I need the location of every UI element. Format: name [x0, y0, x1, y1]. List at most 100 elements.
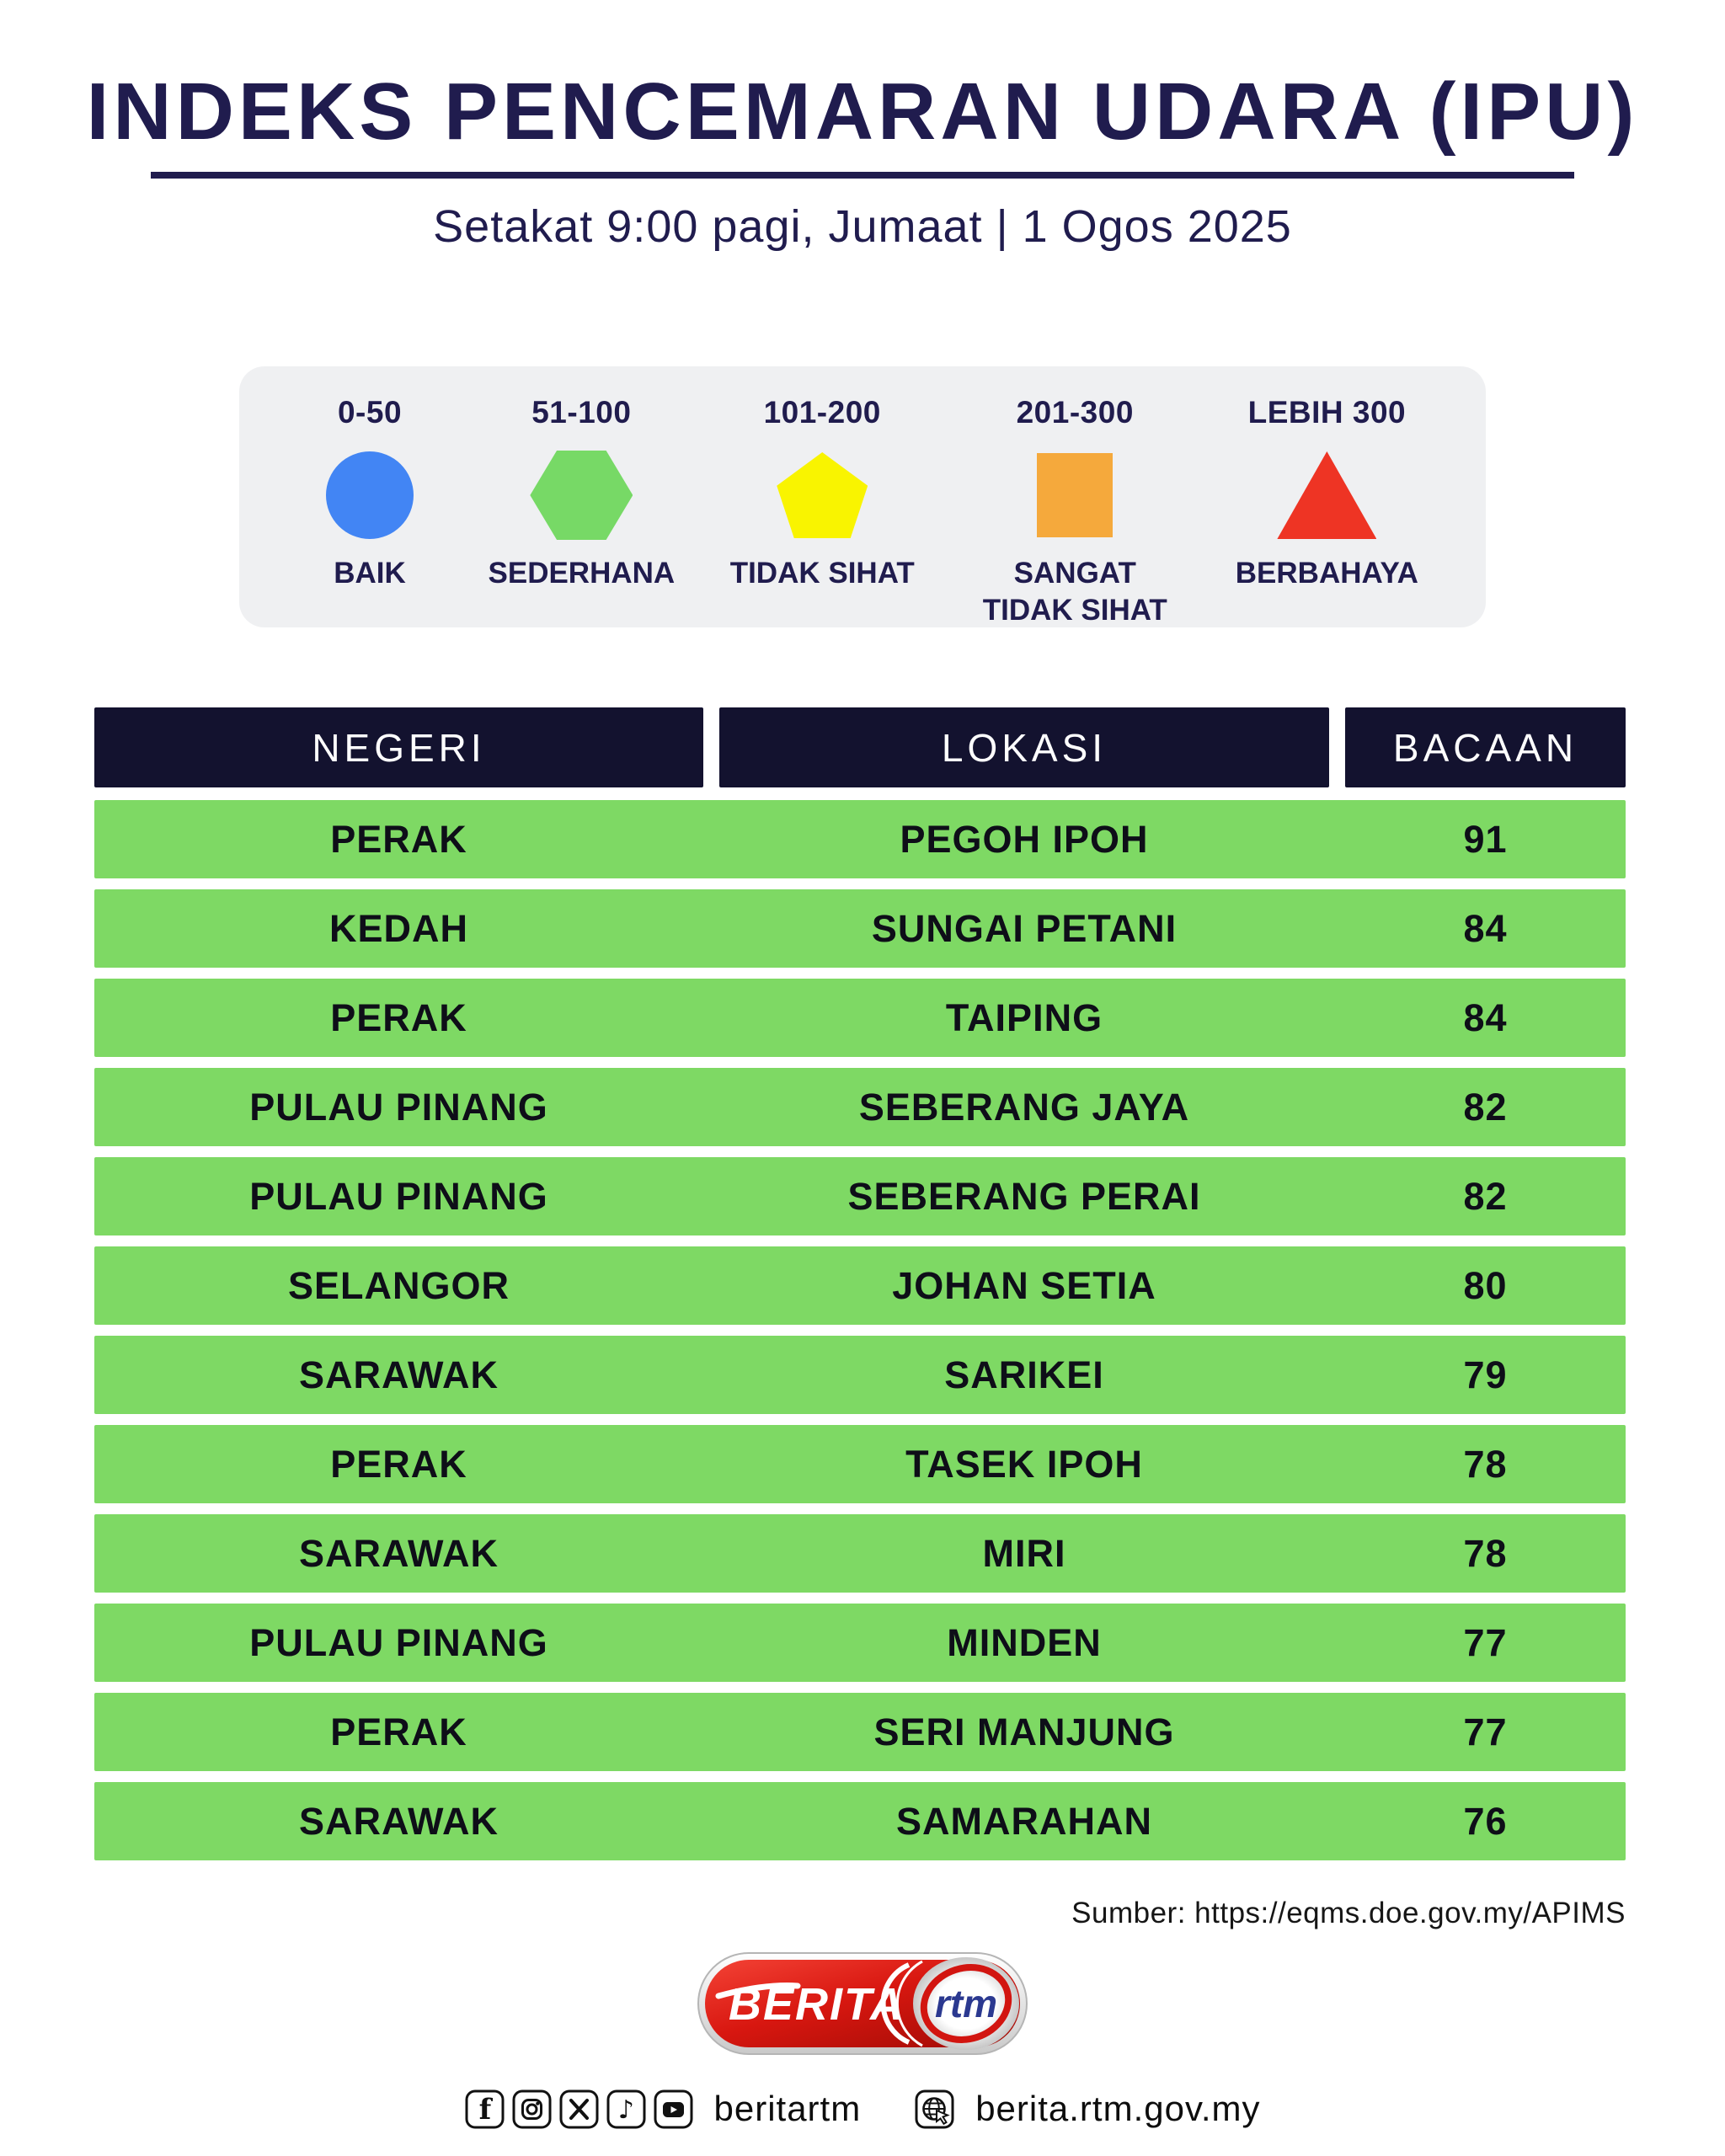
logo-berita-text: BERITA: [729, 1979, 905, 2030]
cell-negeri: PULAU PINANG: [249, 1620, 548, 1664]
legend-range: 51-100: [531, 395, 632, 430]
social-row: f ♪: [0, 2089, 1725, 2129]
svg-text:f: f: [478, 2093, 493, 2127]
table-row: PULAU PINANG SEBERANG PERAI 82: [94, 1157, 1626, 1235]
logo-rtm-text: rtm: [935, 1982, 997, 2025]
legend-label: SEDERHANA: [488, 557, 676, 590]
table-row: KEDAH SUNGAI PETANI 84: [94, 889, 1626, 968]
legend-item: LEBIH 300 BERBAHAYA: [1236, 395, 1418, 592]
cell-lokasi: PEGOH IPOH: [900, 817, 1149, 861]
hexagon-icon: [530, 451, 633, 540]
legend-shape-wrap: [1277, 442, 1377, 548]
svg-text:♪: ♪: [617, 2095, 633, 2125]
triangle-icon: [1277, 451, 1377, 539]
square-icon: [1037, 453, 1114, 537]
table-body: PERAK PEGOH IPOH 91 KEDAH SUNGAI PETANI 84 PER…: [94, 800, 1626, 1860]
legend-label: BERBAHAYA: [1235, 557, 1418, 590]
cell-lokasi: MIRI: [982, 1531, 1066, 1575]
cell-negeri: PERAK: [330, 817, 467, 861]
header: INDEKS PENCEMARAN UDARA (IPU) Setakat 9:…: [0, 66, 1725, 253]
cell-lokasi: MINDEN: [947, 1620, 1102, 1664]
table-row: SARAWAK SARIKEI 79: [94, 1336, 1626, 1414]
column-header-negeri: NEGERI: [94, 707, 703, 787]
legend-item: 101-200 TIDAK SIHAT: [730, 395, 915, 592]
source-text: Sumber: https://eqms.doe.gov.my/APIMS: [1071, 1897, 1626, 1929]
column-header-bacaan: BACAAN: [1345, 707, 1626, 787]
legend-shape-wrap: [1037, 442, 1114, 548]
globe-icon: [915, 2089, 954, 2129]
social-handle: beritartm: [713, 2089, 862, 2128]
cell-negeri: SARAWAK: [298, 1353, 499, 1396]
cell-bacaan: 78: [1463, 1531, 1508, 1575]
legend-item: 0-50 BAIK: [307, 395, 433, 592]
cell-lokasi: TAIPING: [945, 995, 1103, 1039]
cell-lokasi: SAMARAHAN: [896, 1799, 1152, 1843]
table-row: SELANGOR JOHAN SETIA 80: [94, 1246, 1626, 1325]
facebook-icon: f: [465, 2089, 505, 2129]
website-text: berita.rtm.gov.my: [975, 2089, 1261, 2128]
table-row: PULAU PINANG SEBERANG JAYA 82: [94, 1068, 1626, 1146]
table-row: PERAK TAIPING 84: [94, 979, 1626, 1057]
cell-bacaan: 91: [1463, 817, 1508, 861]
legend-range: 101-200: [763, 395, 881, 430]
cell-lokasi: SARIKEI: [944, 1353, 1104, 1396]
page-title: INDEKS PENCEMARAN UDARA (IPU): [86, 67, 1639, 157]
cell-bacaan: 82: [1463, 1174, 1508, 1218]
title-underline: [151, 172, 1574, 179]
cell-lokasi: TASEK IPOH: [905, 1442, 1143, 1486]
legend-range: 0-50: [337, 395, 403, 430]
table-row: SARAWAK MIRI 78: [94, 1514, 1626, 1593]
pentagon-icon: [777, 452, 868, 538]
cell-bacaan: 80: [1463, 1263, 1508, 1307]
cell-lokasi: SERI MANJUNG: [873, 1710, 1175, 1753]
legend-label: BAIK: [334, 557, 406, 590]
cell-negeri: PULAU PINANG: [249, 1085, 548, 1129]
legend-label: SANGAT TIDAK SIHAT: [982, 557, 1167, 627]
cell-negeri: KEDAH: [328, 906, 468, 950]
cell-bacaan: 77: [1463, 1620, 1508, 1664]
cell-negeri: PERAK: [330, 995, 467, 1039]
cell-lokasi: SEBERANG PERAI: [847, 1174, 1201, 1218]
cell-negeri: SELANGOR: [287, 1263, 510, 1307]
table-row: PERAK TASEK IPOH 78: [94, 1425, 1626, 1503]
table-row: SARAWAK SAMARAHAN 76: [94, 1782, 1626, 1860]
column-header-lokasi: LOKASI: [719, 707, 1329, 787]
cell-negeri: PERAK: [330, 1442, 467, 1486]
legend-range: 201-300: [1016, 395, 1134, 430]
cell-negeri: SARAWAK: [298, 1531, 499, 1575]
cell-negeri: SARAWAK: [298, 1799, 499, 1843]
table-header-row: NEGERI LOKASI BACAAN: [94, 707, 1626, 787]
berita-rtm-logo: BERITA rtm: [697, 1951, 1028, 2058]
cell-bacaan: 78: [1463, 1442, 1508, 1486]
berita-rtm-logo-graphic: BERITA rtm: [697, 1952, 1028, 2055]
legend-item: 201-300 SANGAT TIDAK SIHAT: [969, 395, 1180, 629]
legend-item: 51-100 SEDERHANA: [489, 395, 676, 592]
cell-bacaan: 84: [1463, 906, 1508, 950]
cell-negeri: PERAK: [330, 1710, 467, 1753]
legend-shape-wrap: [326, 442, 414, 548]
youtube-icon: [654, 2089, 693, 2129]
cell-negeri: PULAU PINANG: [249, 1174, 548, 1218]
cell-lokasi: SEBERANG JAYA: [858, 1085, 1190, 1129]
table-row: PERAK PEGOH IPOH 91: [94, 800, 1626, 878]
circle-icon: [326, 451, 414, 539]
cell-bacaan: 76: [1463, 1799, 1508, 1843]
x-icon: [559, 2089, 599, 2129]
ipu-table: NEGERI LOKASI BACAAN PERAK PEGOH IPOH 91 KEDA…: [94, 707, 1626, 1871]
cell-bacaan: 82: [1463, 1085, 1508, 1129]
legend-shape-wrap: [777, 442, 868, 548]
legend-range: LEBIH 300: [1247, 395, 1407, 430]
cell-bacaan: 84: [1463, 995, 1508, 1039]
cell-bacaan: 77: [1463, 1710, 1508, 1753]
cell-bacaan: 79: [1463, 1353, 1508, 1396]
table-row: PERAK SERI MANJUNG 77: [94, 1693, 1626, 1771]
cell-lokasi: SUNGAI PETANI: [871, 906, 1178, 950]
table-row: PULAU PINANG MINDEN 77: [94, 1604, 1626, 1682]
instagram-icon: [512, 2089, 552, 2129]
legend-label: TIDAK SIHAT: [729, 557, 915, 590]
legend-box: 0-50 BAIK 51-100 SEDERHANA 101-200 TIDAK SIHA…: [239, 366, 1486, 627]
cell-lokasi: JOHAN SETIA: [892, 1263, 1156, 1307]
tiktok-icon: ♪: [606, 2089, 646, 2129]
legend-shape-wrap: [530, 442, 633, 548]
